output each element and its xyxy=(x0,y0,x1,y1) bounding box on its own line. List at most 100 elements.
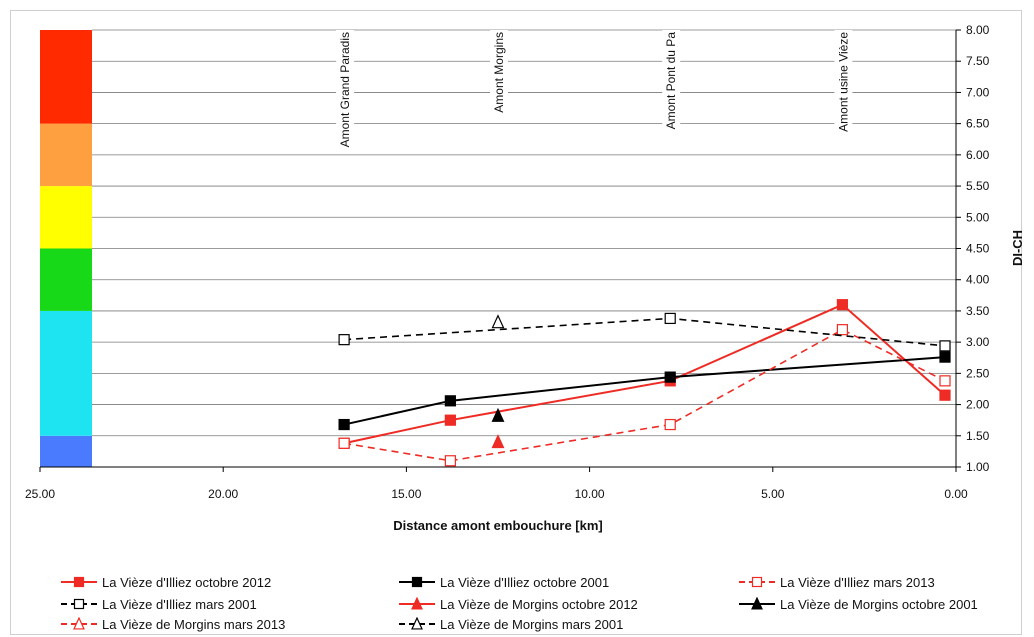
x-tick-label: 25.00 xyxy=(25,487,55,501)
site-annotation-bg xyxy=(336,30,355,152)
y-tick-label: 2.50 xyxy=(966,366,990,380)
y-tick-label: 1.50 xyxy=(966,429,990,443)
quality-band-2 xyxy=(40,248,92,311)
data-point xyxy=(751,576,763,588)
site-annotation: Amont Pont du Pa xyxy=(662,30,681,134)
legend-item: La Vièze d'Illiez mars 2001 xyxy=(60,594,257,614)
chart-plot: 25.00 20.00 15.00 10.00 5.00 0.00 1.00 1.50 2.0… xyxy=(25,23,1025,533)
series-line xyxy=(343,328,946,462)
x-tick-label: 0.00 xyxy=(944,487,968,501)
y-tick-label: 6.50 xyxy=(966,117,990,131)
legend-label: La Vièze de Morgins octobre 2012 xyxy=(440,596,638,612)
data-point xyxy=(751,597,763,610)
annotations: Amont Grand Paradis Amont Morgins Amont Po… xyxy=(336,30,853,152)
quality-bands xyxy=(40,30,92,467)
quality-band-1 xyxy=(40,310,92,436)
data-point xyxy=(491,434,505,449)
legend-item: La Vièze d'Illiez octobre 2001 xyxy=(398,572,609,592)
data-point xyxy=(939,340,951,352)
legend-label: La Vièze d'Illiez mars 2001 xyxy=(102,596,257,612)
y-tick-label: 3.50 xyxy=(966,304,990,318)
data-point xyxy=(338,334,350,346)
legend-swatch xyxy=(61,598,97,610)
site-annotation-label: Amont Grand Paradis xyxy=(338,32,352,147)
legend-label: La Vièze d'Illiez octobre 2001 xyxy=(440,574,610,590)
legend-label: La Vièze d'Illiez mars 2013 xyxy=(780,574,935,590)
quality-band-3 xyxy=(40,186,92,249)
series xyxy=(338,299,951,467)
data-point xyxy=(836,299,849,311)
gridlines xyxy=(92,29,956,437)
site-annotation: Amont Morgins xyxy=(490,30,508,117)
legend-item: La Vièze de Morgins octobre 2001 xyxy=(738,594,978,614)
data-point xyxy=(338,418,350,431)
data-point xyxy=(664,312,676,325)
series-4 xyxy=(491,434,505,449)
x-tick-label: 5.00 xyxy=(761,487,785,501)
y-tick-label: 1.00 xyxy=(966,460,990,474)
quality-band-5 xyxy=(40,30,92,124)
legend-item: La Vièze de Morgins octobre 2012 xyxy=(398,594,638,614)
data-point xyxy=(939,351,951,363)
x-ticks: 25.00 20.00 15.00 10.00 5.00 0.00 xyxy=(25,467,968,501)
series-line xyxy=(343,356,946,426)
legend-swatch xyxy=(399,617,435,630)
y-ticks: 1.00 1.50 2.00 2.50 3.00 3.50 4.00 4.50 5.00 5.50… xyxy=(956,23,990,474)
site-annotation-label: Amont Morgins xyxy=(492,32,506,113)
data-point xyxy=(836,324,849,336)
series-3 xyxy=(338,312,951,352)
series-5 xyxy=(491,407,505,422)
x-tick-label: 10.00 xyxy=(575,487,605,501)
site-annotation-label: Amont Pont du Pa xyxy=(664,32,678,130)
legend-item: La Vièze de Morgins mars 2001 xyxy=(398,614,623,634)
series-7 xyxy=(491,314,505,329)
legend-swatch xyxy=(61,617,97,630)
y-tick-label: 4.00 xyxy=(966,273,990,287)
data-point xyxy=(664,418,676,431)
x-tick-label: 20.00 xyxy=(208,487,238,501)
y-tick-label: 3.00 xyxy=(966,335,990,349)
data-point xyxy=(411,576,423,588)
data-point xyxy=(444,395,456,407)
x-tick-label: 15.00 xyxy=(391,487,421,501)
site-annotation: Amont usine Vièze xyxy=(834,30,853,136)
legend-swatch xyxy=(739,576,775,588)
site-annotation-bg xyxy=(834,30,853,136)
data-point xyxy=(664,371,676,383)
y-tick-label: 2.00 xyxy=(966,398,990,412)
data-point xyxy=(939,389,951,401)
y-tick-label: 6.00 xyxy=(966,148,990,162)
data-point xyxy=(444,455,456,467)
series-line xyxy=(343,303,946,445)
legend-label: La Vièze de Morgins mars 2001 xyxy=(440,616,624,632)
quality-band-4 xyxy=(40,123,92,187)
y-tick-label: 8.00 xyxy=(966,23,990,37)
data-point xyxy=(411,617,423,630)
legend-label: La Vièze de Morgins mars 2013 xyxy=(102,616,286,632)
data-point xyxy=(939,375,951,387)
legend-swatch xyxy=(399,597,435,610)
data-point xyxy=(444,414,456,426)
legend-swatch xyxy=(399,576,435,588)
legend-label: La Vièze de Morgins octobre 2001 xyxy=(780,596,978,612)
data-point xyxy=(491,314,505,329)
legend-swatch xyxy=(739,597,775,610)
data-point xyxy=(338,437,350,449)
data-point xyxy=(73,576,85,588)
data-point xyxy=(411,597,423,610)
series-1 xyxy=(338,351,951,431)
legend-item: La Vièze d'Illiez octobre 2012 xyxy=(60,572,271,592)
legend-label: La Vièze d'Illiez octobre 2012 xyxy=(102,574,272,590)
y-tick-label: 7.50 xyxy=(966,54,990,68)
data-point xyxy=(73,598,85,610)
site-annotation-bg xyxy=(490,30,508,117)
site-annotation: Amont Grand Paradis xyxy=(336,30,355,152)
series-2 xyxy=(338,324,951,467)
y-axis-label: DI-CH xyxy=(1010,230,1025,266)
y-tick-label: 5.50 xyxy=(966,179,990,193)
x-axis-label: Distance amont embouchure [km] xyxy=(393,518,603,533)
quality-band-0 xyxy=(40,435,92,467)
y-tick-label: 7.00 xyxy=(966,85,990,99)
legend-item: La Vièze de Morgins mars 2013 xyxy=(60,614,285,634)
legend-item: La Vièze d'Illiez mars 2013 xyxy=(738,572,935,592)
